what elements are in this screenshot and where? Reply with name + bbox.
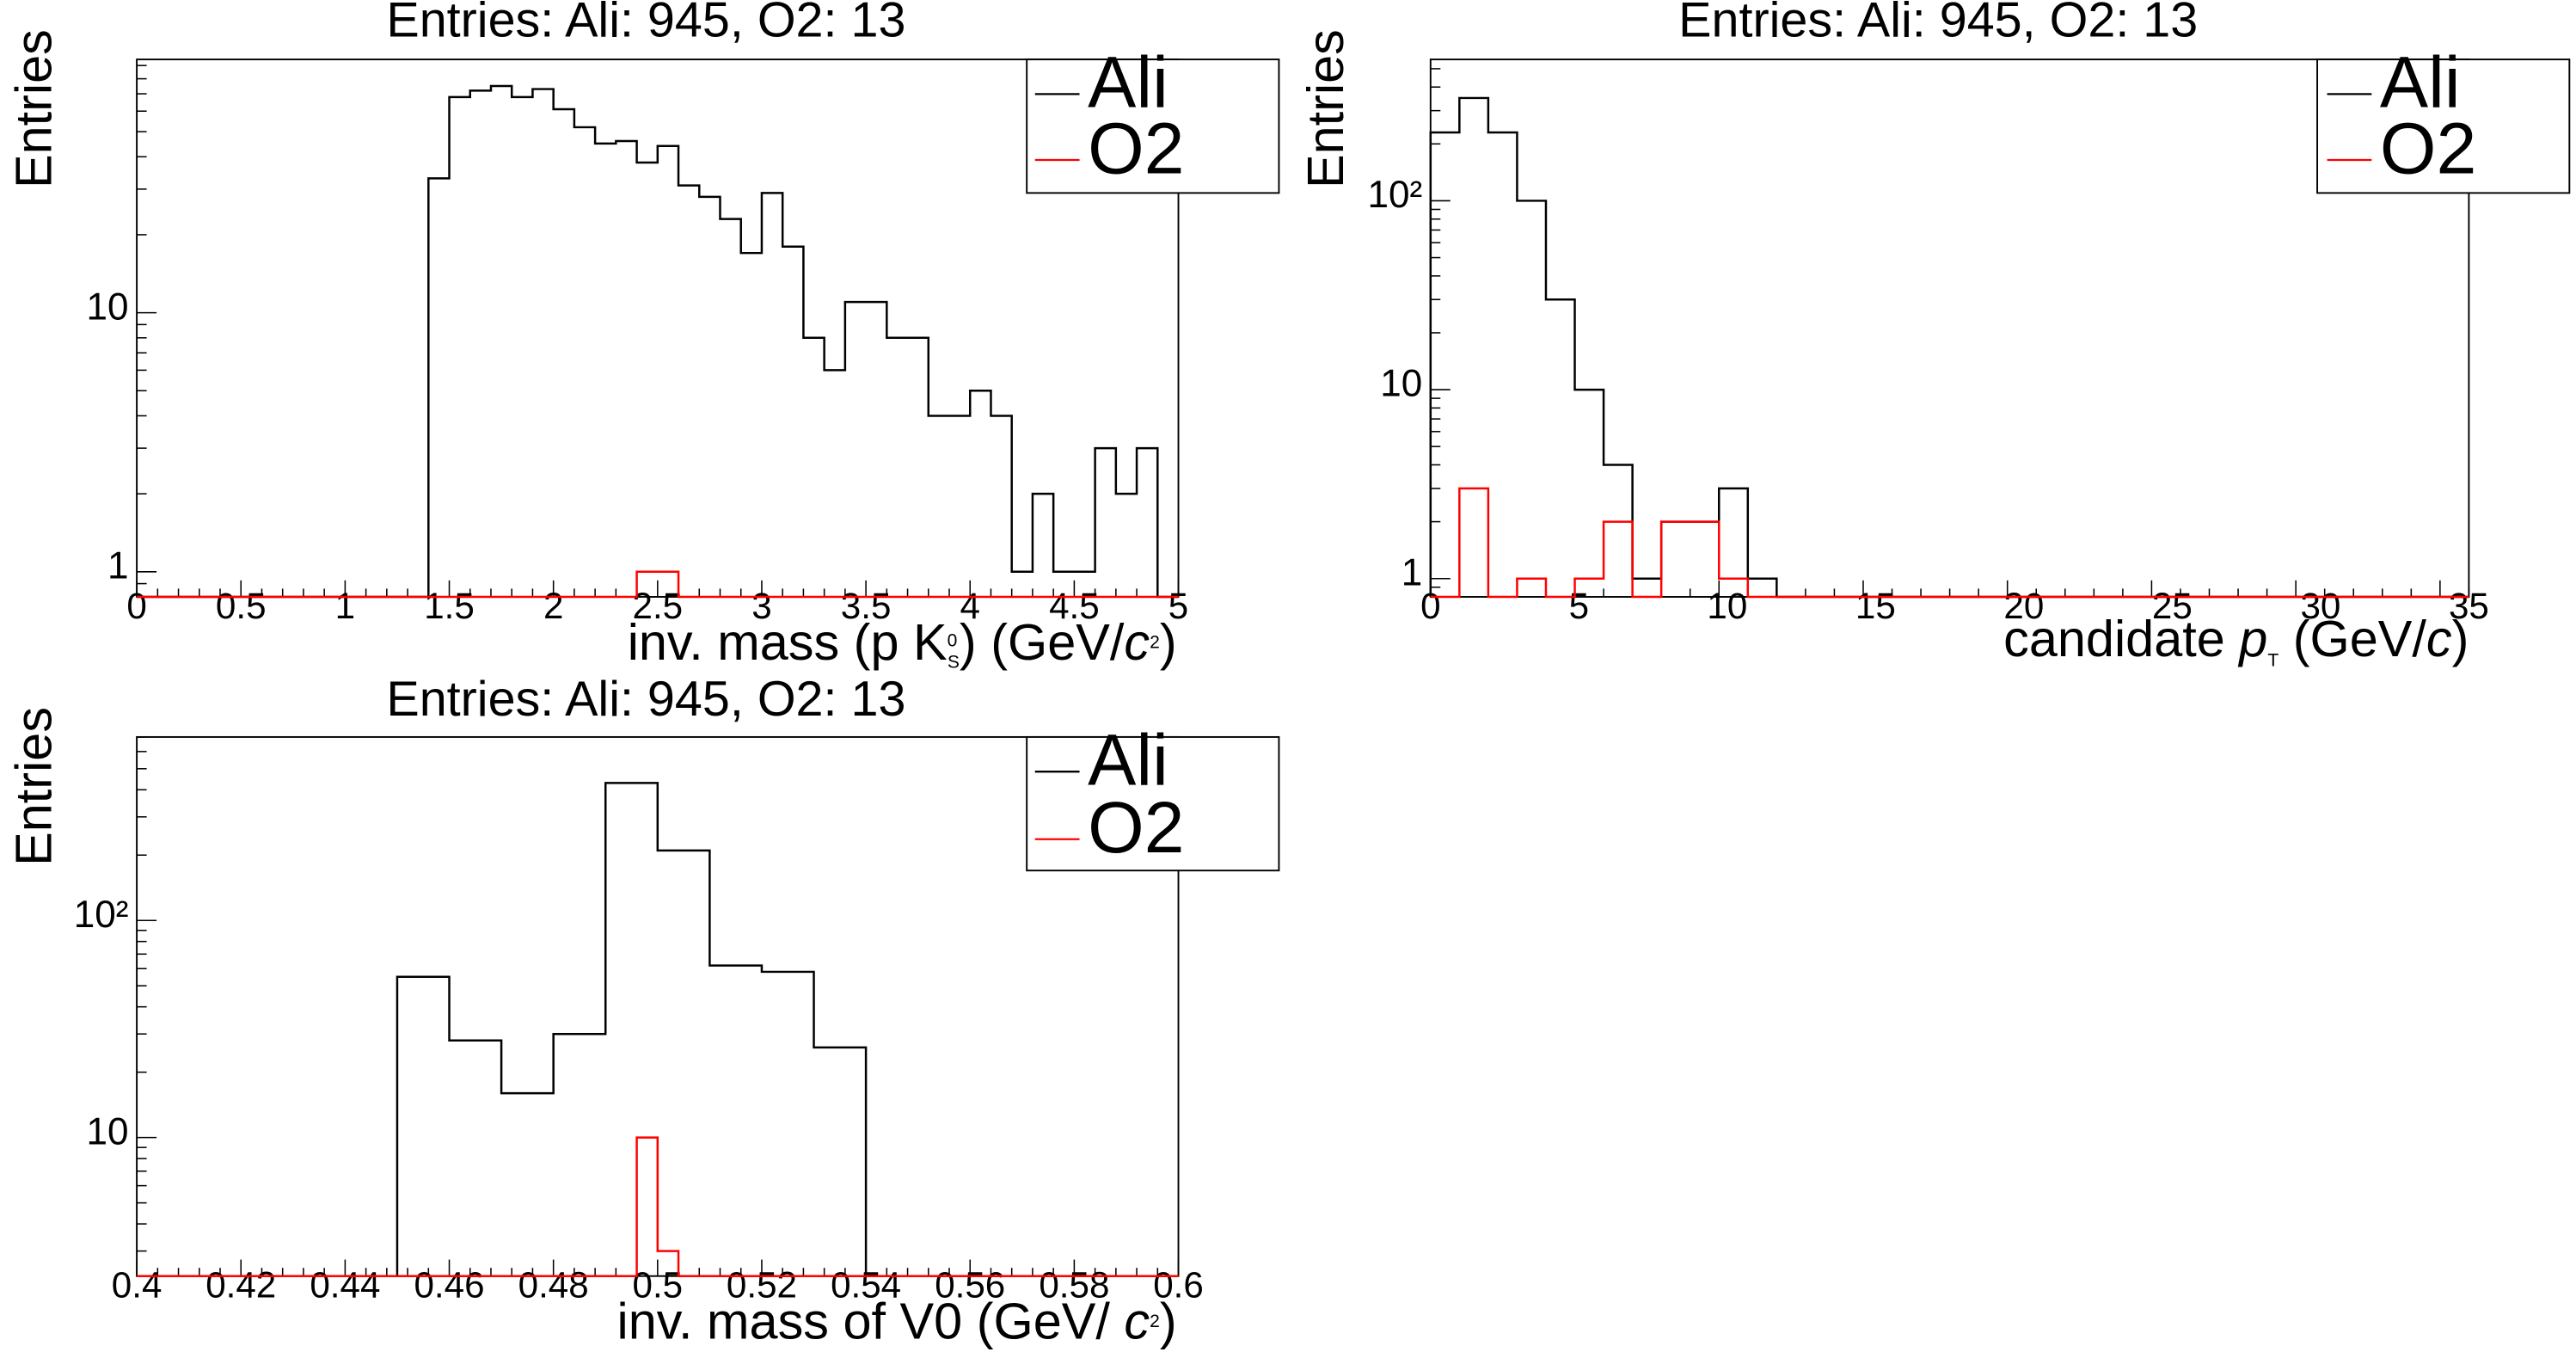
x-axis-label-variable: c [1124,1293,1150,1350]
x-tick-labels: 0.4 0.42 0.44 0.46 0.48 0.5 0.52 0.54 0.56 0.58 0.… [112,1265,1204,1306]
axis-ticks [136,65,1180,598]
y-tick-label: 1 [107,544,129,587]
x-tick-label: 0.46 [414,1265,484,1306]
legend-label-o2: O2 [2380,108,2477,188]
panel-mass-pk0s: Entries: Ali: 945, O2: 13 Entries 0 0.5 1 1… [4,0,1280,673]
plot-frame [136,58,1180,598]
x-axis-label-part: candidate [2003,610,2239,667]
histogram-o2 [137,570,1179,599]
x-tick-label: 4 [960,586,980,626]
x-tick-label: 2.5 [633,586,684,626]
x-tick-label: 3 [751,586,771,626]
axis-ticks [1430,68,2470,598]
legend-label-ali: Ali [2380,42,2461,123]
x-tick-label: 1 [335,586,355,626]
y-tick-labels: 1 10 10² [1368,174,1423,593]
histogram-ali [1429,96,2469,599]
x-tick-label: 0.5 [216,586,267,626]
x-tick-label: 0.56 [935,1265,1005,1306]
x-tick-label: 3.5 [841,586,892,626]
x-axis-label: inv. mass of V0 (GeV/ c2) [617,1293,1177,1350]
x-axis-label-power: 2 [1150,632,1160,652]
legend-box [1026,58,1280,194]
y-tick-label: 10 [86,286,128,328]
x-tick-label: 0.58 [1039,1265,1109,1306]
x-tick-label: 10 [1707,586,1747,626]
y-axis-label: Entries [4,29,62,188]
legend-label-o2: O2 [1088,787,1184,868]
x-axis-label-part: ) [2452,610,2469,667]
x-tick-label: 25 [2152,586,2193,626]
x-tick-label: 1.5 [424,586,475,626]
x-tick-label: 5 [1569,586,1589,626]
x-axis-label-superscript: 0 [948,630,958,650]
histogram-ali [137,84,1179,599]
histogram-series [137,782,1179,1277]
y-tick-label: 10² [1368,174,1423,216]
x-tick-label: 0.42 [205,1265,276,1306]
x-tick-label: 0.4 [112,1265,163,1306]
plot-frame [1429,58,2470,598]
legend-box [1026,735,1280,872]
y-axis-label: Entries [4,707,62,866]
x-axis-label-variable: c [2426,610,2452,667]
x-tick-label: 0.44 [310,1265,380,1306]
x-axis-label-subscript: S [948,652,960,672]
x-axis-label-variable: c [1124,613,1150,671]
x-tick-label: 0 [126,586,146,626]
y-tick-label: 10 [86,1110,128,1152]
legend-label-ali: Ali [1088,42,1168,123]
legend: Ali O2 [1026,42,1280,194]
legend-label-o2: O2 [1088,108,1184,188]
x-tick-label: 0.5 [633,1265,684,1306]
x-tick-label: 2 [543,586,563,626]
legend: Ali O2 [1026,720,1280,872]
y-tick-labels: 1 10 [86,286,128,587]
x-tick-label: 4.5 [1049,586,1100,626]
x-axis-label-power: 2 [1150,1312,1160,1331]
panel-mass-v0: Entries: Ali: 945, O2: 13 Entries 0.4 0.4… [4,672,1280,1350]
histogram-o2 [137,1136,1179,1277]
x-axis-label-part: ) [1160,613,1177,671]
legend-box [2316,58,2571,194]
chart-title: Entries: Ali: 945, O2: 13 [386,672,905,727]
x-tick-label: 35 [2449,586,2489,626]
x-tick-label: 20 [2003,586,2044,626]
y-tick-label: 10² [74,894,129,936]
histogram-series [137,84,1179,599]
x-tick-label: 0 [1420,586,1440,626]
chart-title: Entries: Ali: 945, O2: 13 [1678,0,2198,47]
legend-label-ali: Ali [1088,720,1168,801]
y-axis-label: Entries [1297,29,1354,188]
x-tick-label: 0.52 [727,1265,797,1306]
x-tick-labels: 0 0.5 1 1.5 2 2.5 3 3.5 4 4.5 5 [126,586,1188,626]
legend: Ali O2 [2316,42,2571,194]
x-axis-label-part: ) [1160,1293,1177,1350]
x-axis-label-part: inv. mass of V0 (GeV/ [617,1293,1125,1350]
chart-title: Entries: Ali: 945, O2: 13 [386,0,905,47]
panel-candidate-pt: Entries: Ali: 945, O2: 13 Entries 0 5 10 15… [1297,0,2571,671]
x-axis-label-variable: p [2237,610,2267,667]
y-tick-labels: 10 10² [74,894,129,1152]
x-axis-label: inv. mass (p K0 S) (GeV/c2) [628,613,1177,673]
y-tick-label: 10 [1380,363,1422,405]
y-tick-label: 1 [1401,551,1423,593]
histogram-o2 [1430,487,2469,599]
x-axis-label-part: (GeV/ [2279,610,2426,667]
x-tick-label: 0.6 [1153,1265,1204,1306]
x-axis-label-subscript: T [2267,650,2279,670]
x-tick-label: 15 [1855,586,1896,626]
x-tick-label: 5 [1168,586,1188,626]
x-tick-labels: 0 5 10 15 20 25 30 35 [1420,586,2489,626]
x-tick-label: 30 [2300,586,2340,626]
histogram-series [1429,96,2469,599]
x-axis-label-part: ) (GeV/ [960,613,1125,671]
x-axis-label-part: inv. mass (p K [628,613,948,671]
x-axis-label: candidate pT (GeV/c) [2003,610,2469,671]
x-tick-label: 0.48 [518,1265,589,1306]
